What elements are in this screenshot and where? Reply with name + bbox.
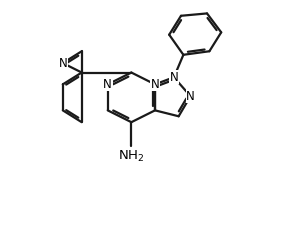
Text: N: N (103, 78, 112, 91)
Text: N: N (170, 71, 178, 84)
Text: N: N (59, 57, 67, 69)
Text: N: N (186, 90, 195, 103)
Text: NH$_2$: NH$_2$ (118, 149, 145, 165)
Text: N: N (151, 78, 159, 91)
